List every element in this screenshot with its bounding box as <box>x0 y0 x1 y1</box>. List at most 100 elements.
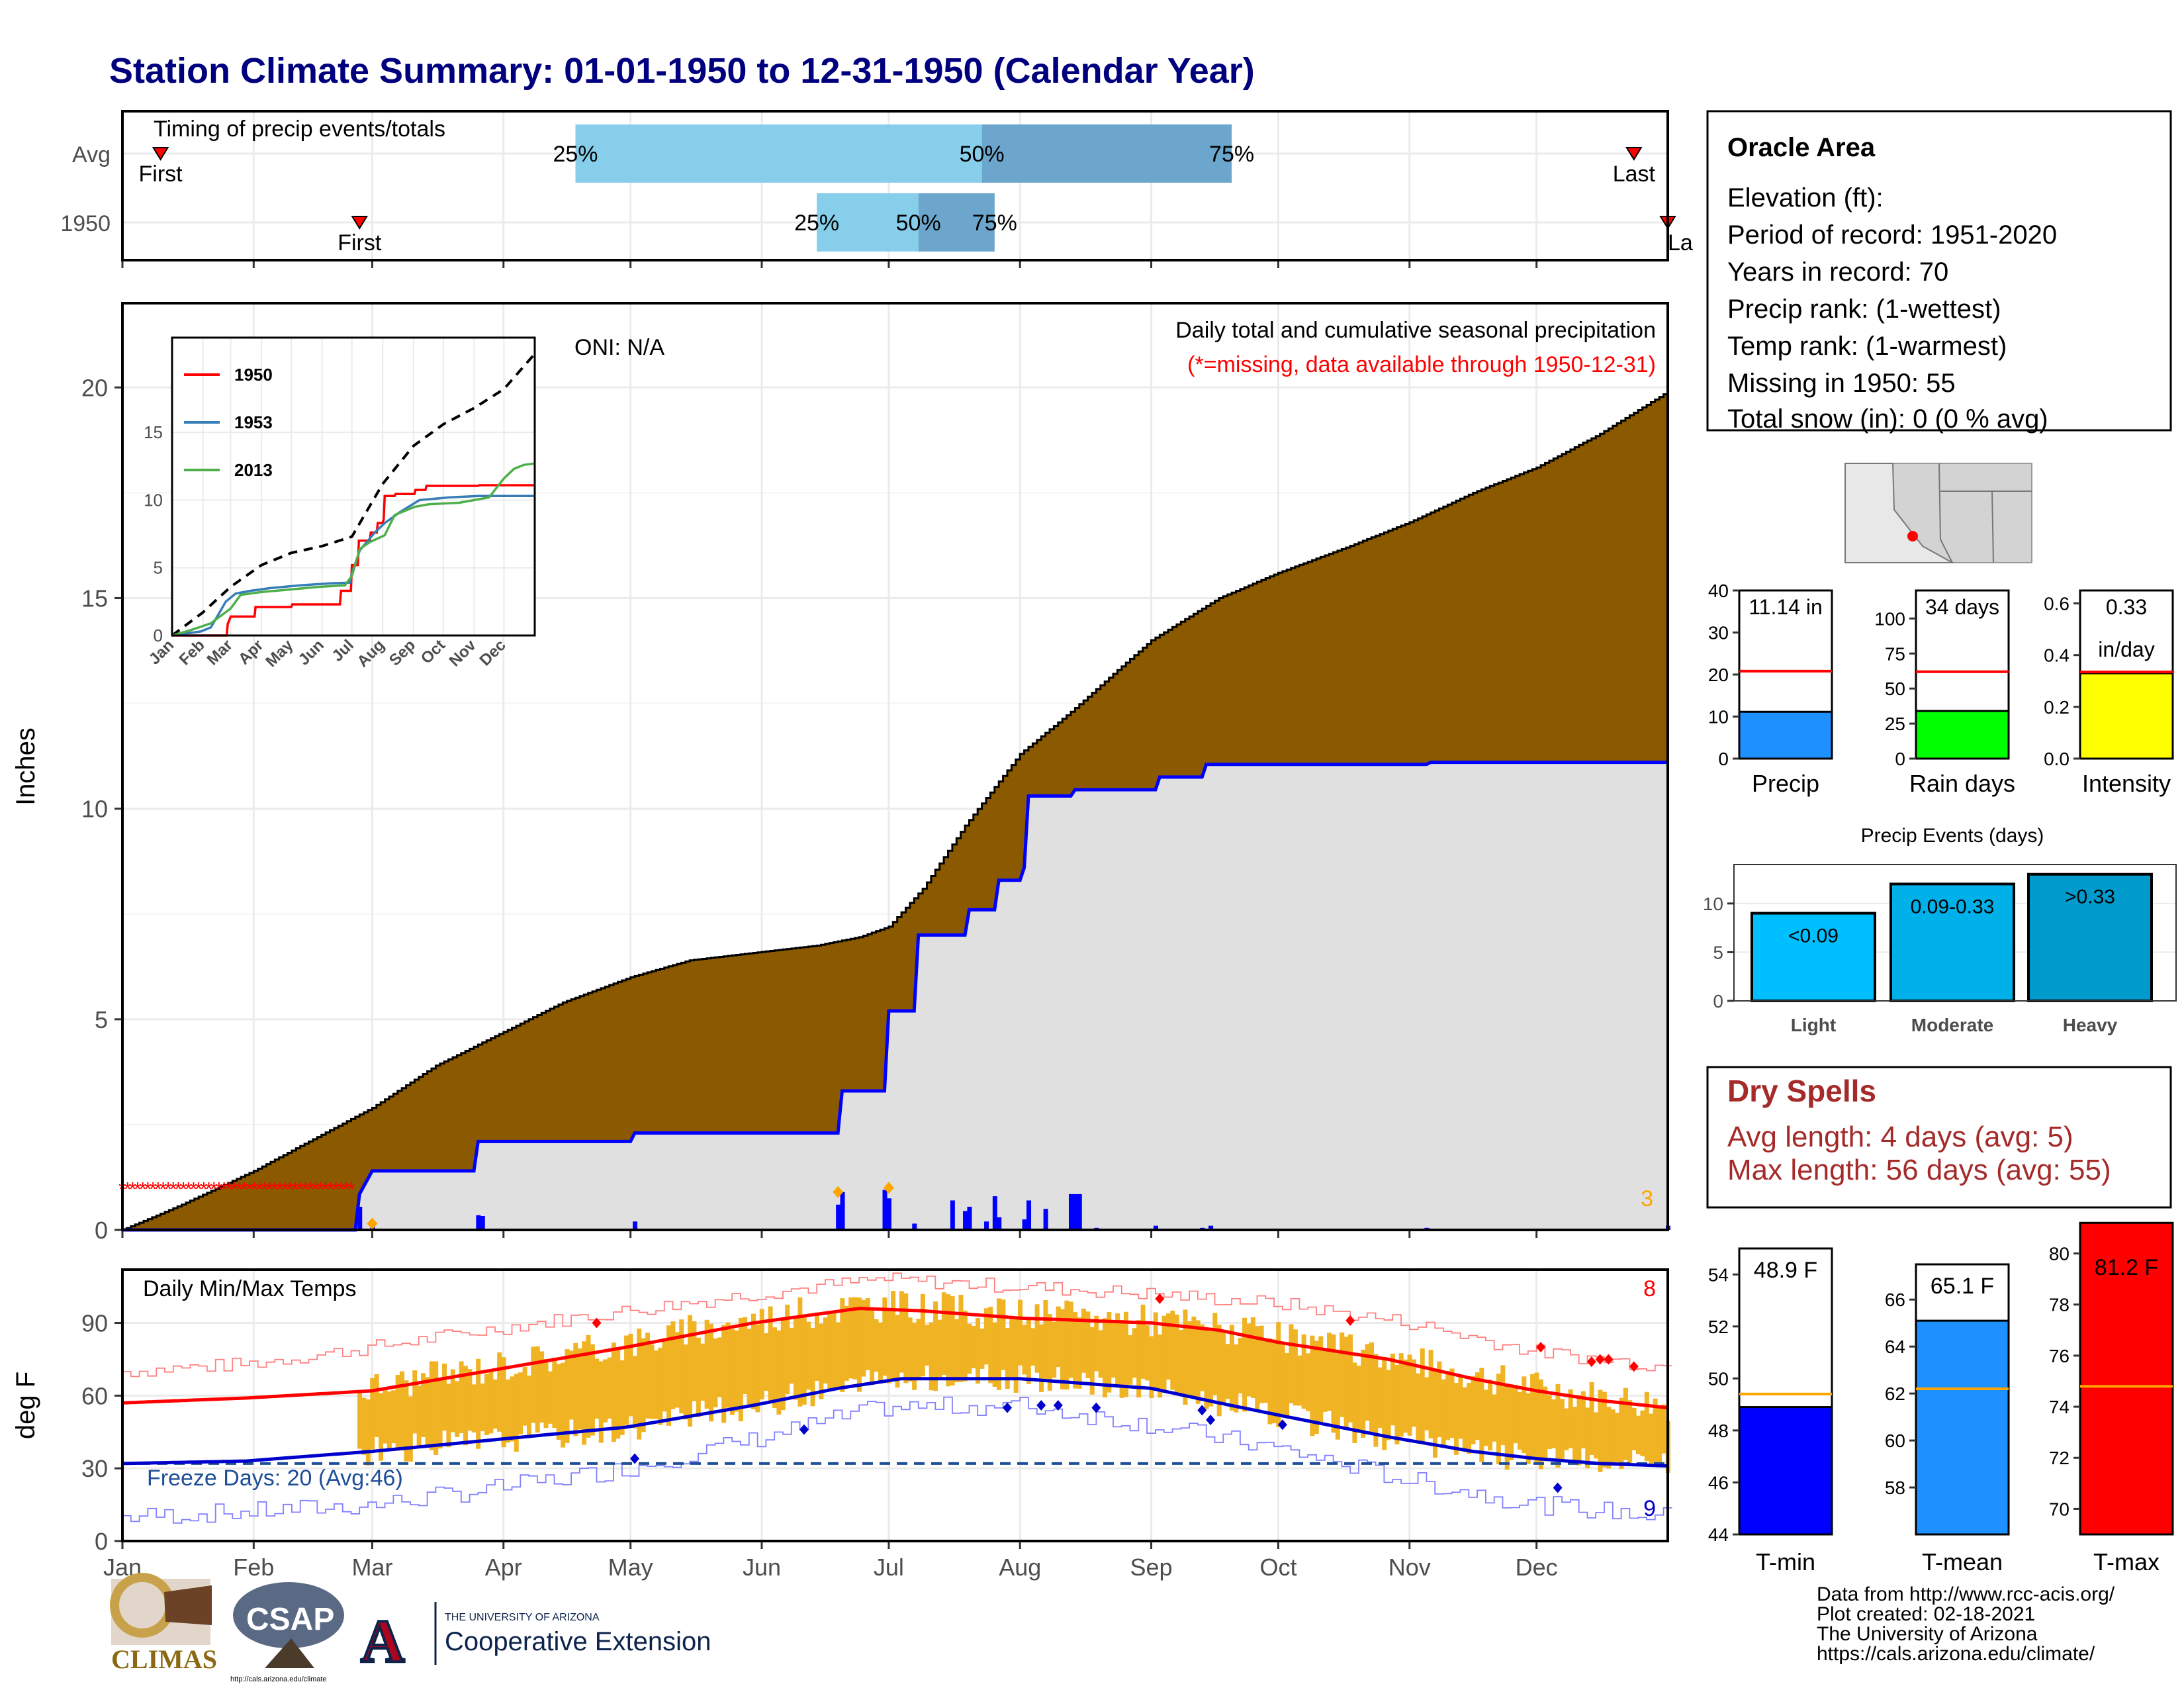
daily-precip-bar <box>992 1196 997 1230</box>
daily-temp-bar <box>1475 1372 1480 1440</box>
daily-temp-bar <box>455 1381 460 1437</box>
daily-temp-bar <box>594 1358 600 1419</box>
missing-day-marker: * <box>240 1178 248 1200</box>
daily-precip-bar <box>912 1223 917 1230</box>
daily-temp-bar <box>797 1297 803 1407</box>
missing-day-marker: * <box>220 1178 228 1200</box>
gauge-tick-label: 0 <box>1895 749 1905 769</box>
record-high-marker <box>1586 1356 1596 1368</box>
daily-temp-bar <box>1208 1331 1213 1407</box>
daily-temp-bar <box>1204 1330 1209 1409</box>
timing-label: Timing of precip events/totals <box>154 117 445 142</box>
temp-gauge-tick-label: 48 <box>1708 1421 1729 1441</box>
daily-temp-bar <box>713 1338 718 1407</box>
inset-y-tick-label: 10 <box>144 490 163 510</box>
daily-temp-bar <box>467 1369 473 1431</box>
daily-precip-bar <box>1043 1209 1048 1230</box>
daily-temp-bar <box>1005 1328 1010 1389</box>
daily-precip-bar <box>997 1217 1002 1230</box>
daily-temp-bar <box>916 1319 921 1380</box>
daily-temp-bar <box>463 1366 468 1446</box>
daily-temp-bar <box>751 1313 756 1410</box>
daily-temp-bar <box>658 1347 663 1425</box>
daily-temp-bar <box>1170 1310 1175 1390</box>
daily-temp-bar <box>835 1322 841 1387</box>
daily-temp-bar <box>801 1314 807 1405</box>
daily-temp-bar <box>743 1317 748 1394</box>
daily-temp-bar <box>539 1351 545 1423</box>
daily-temp-bar <box>446 1383 451 1448</box>
csap-logo-url: http://cals.arizona.edu/climate <box>230 1675 327 1683</box>
missing-day-marker: * <box>286 1178 294 1200</box>
daily-temp-bar <box>1386 1370 1391 1440</box>
daily-temp-bar <box>717 1337 722 1397</box>
temp-gauge-bar-T-min <box>1738 1406 1833 1536</box>
temp-gauge-tick-label: 46 <box>1708 1472 1729 1493</box>
temp-gauge-value-T-min: 48.9 F <box>1754 1258 1817 1283</box>
daily-temp-bar <box>357 1389 363 1449</box>
daily-temp-bar <box>1301 1334 1306 1409</box>
daily-temp-bar <box>1458 1377 1463 1439</box>
missing-day-marker: * <box>179 1178 187 1200</box>
events-bar-label: <0.09 <box>1788 925 1839 947</box>
daily-temp-bar <box>755 1324 760 1413</box>
record-low-marker <box>1091 1402 1101 1413</box>
daily-temp-bar <box>1314 1340 1319 1434</box>
daily-temp-bar <box>1263 1338 1269 1403</box>
month-tick-label: Oct <box>1259 1554 1297 1581</box>
daily-temp-bar <box>1602 1391 1607 1468</box>
y-tick-label: 20 <box>81 374 108 401</box>
daily-temp-bar <box>933 1301 938 1391</box>
temp-gauge-tick-label: 50 <box>1708 1368 1729 1389</box>
daily-temp-bar <box>1077 1317 1082 1389</box>
daily-temp-bar <box>1111 1323 1116 1378</box>
temp-y-tick-label: 60 <box>81 1382 108 1409</box>
station-temp-rank: Temp rank: (1-warmest) <box>1727 332 2007 361</box>
timing-q75-label: 75% <box>1209 142 1254 167</box>
missing-day-marker: * <box>332 1178 340 1200</box>
missing-day-marker: * <box>175 1178 183 1200</box>
daily-temp-bar <box>514 1374 519 1452</box>
gauge-value-Intensity: 0.33 <box>2106 595 2147 619</box>
daily-temp-bar <box>950 1296 955 1385</box>
record-low-marker <box>1553 1482 1563 1493</box>
daily-temp-bar <box>383 1387 388 1444</box>
daily-temp-bar <box>1403 1359 1408 1433</box>
daily-temp-bar <box>1496 1374 1501 1465</box>
daily-temp-bar <box>907 1317 913 1382</box>
daily-temp-bar <box>1649 1413 1654 1466</box>
temp-y-tick-label: 30 <box>81 1455 108 1482</box>
daily-temp-bar <box>1102 1318 1107 1398</box>
daily-temp-bar <box>400 1371 405 1451</box>
gauge-tick-label: 25 <box>1885 714 1905 734</box>
daily-temp-bar <box>569 1350 574 1420</box>
month-tick-label: Dec <box>1516 1554 1558 1581</box>
month-tick-label: Aug <box>999 1554 1041 1581</box>
inset-series-line-2013 <box>171 462 535 637</box>
missing-day-marker: * <box>266 1178 274 1200</box>
gauge-tick-label: 40 <box>1708 581 1729 601</box>
daily-temp-bar <box>615 1348 621 1439</box>
daily-temp-bar <box>556 1364 561 1440</box>
daily-precip-bar <box>1077 1194 1082 1230</box>
daily-temp-bar <box>704 1319 709 1409</box>
daily-temp-bar <box>1174 1314 1179 1395</box>
daily-temp-bar <box>1407 1354 1412 1436</box>
temp-gauge-tick-label: 66 <box>1885 1289 1905 1310</box>
gauge-value-unit-Intensity: in/day <box>2098 637 2154 661</box>
temp-gauge-tick-label: 76 <box>2049 1346 2070 1366</box>
inset-average-line <box>171 353 536 637</box>
daily-temp-bar <box>1500 1365 1506 1446</box>
daily-temp-bar <box>408 1396 413 1462</box>
temperature-gauges: 44 46 48 50 52 54 48.9 F T-min 58 60 62 64 66 65.1 F T… <box>1708 1221 2174 1575</box>
daily-temp-bar <box>1216 1325 1222 1417</box>
missing-day-marker: * <box>149 1178 157 1200</box>
timing-q50-label: 50% <box>896 211 941 236</box>
missing-day-marker: * <box>281 1178 289 1200</box>
daily-temp-bar <box>1140 1304 1146 1379</box>
daily-temp-bar <box>768 1306 773 1401</box>
daily-temp-bar <box>1238 1338 1243 1394</box>
observed-cumulative-precip-area <box>122 762 1668 1230</box>
page-title: Station Climate Summary: 01-01-1950 to 1… <box>109 51 1255 91</box>
record-low-marker <box>799 1424 809 1435</box>
